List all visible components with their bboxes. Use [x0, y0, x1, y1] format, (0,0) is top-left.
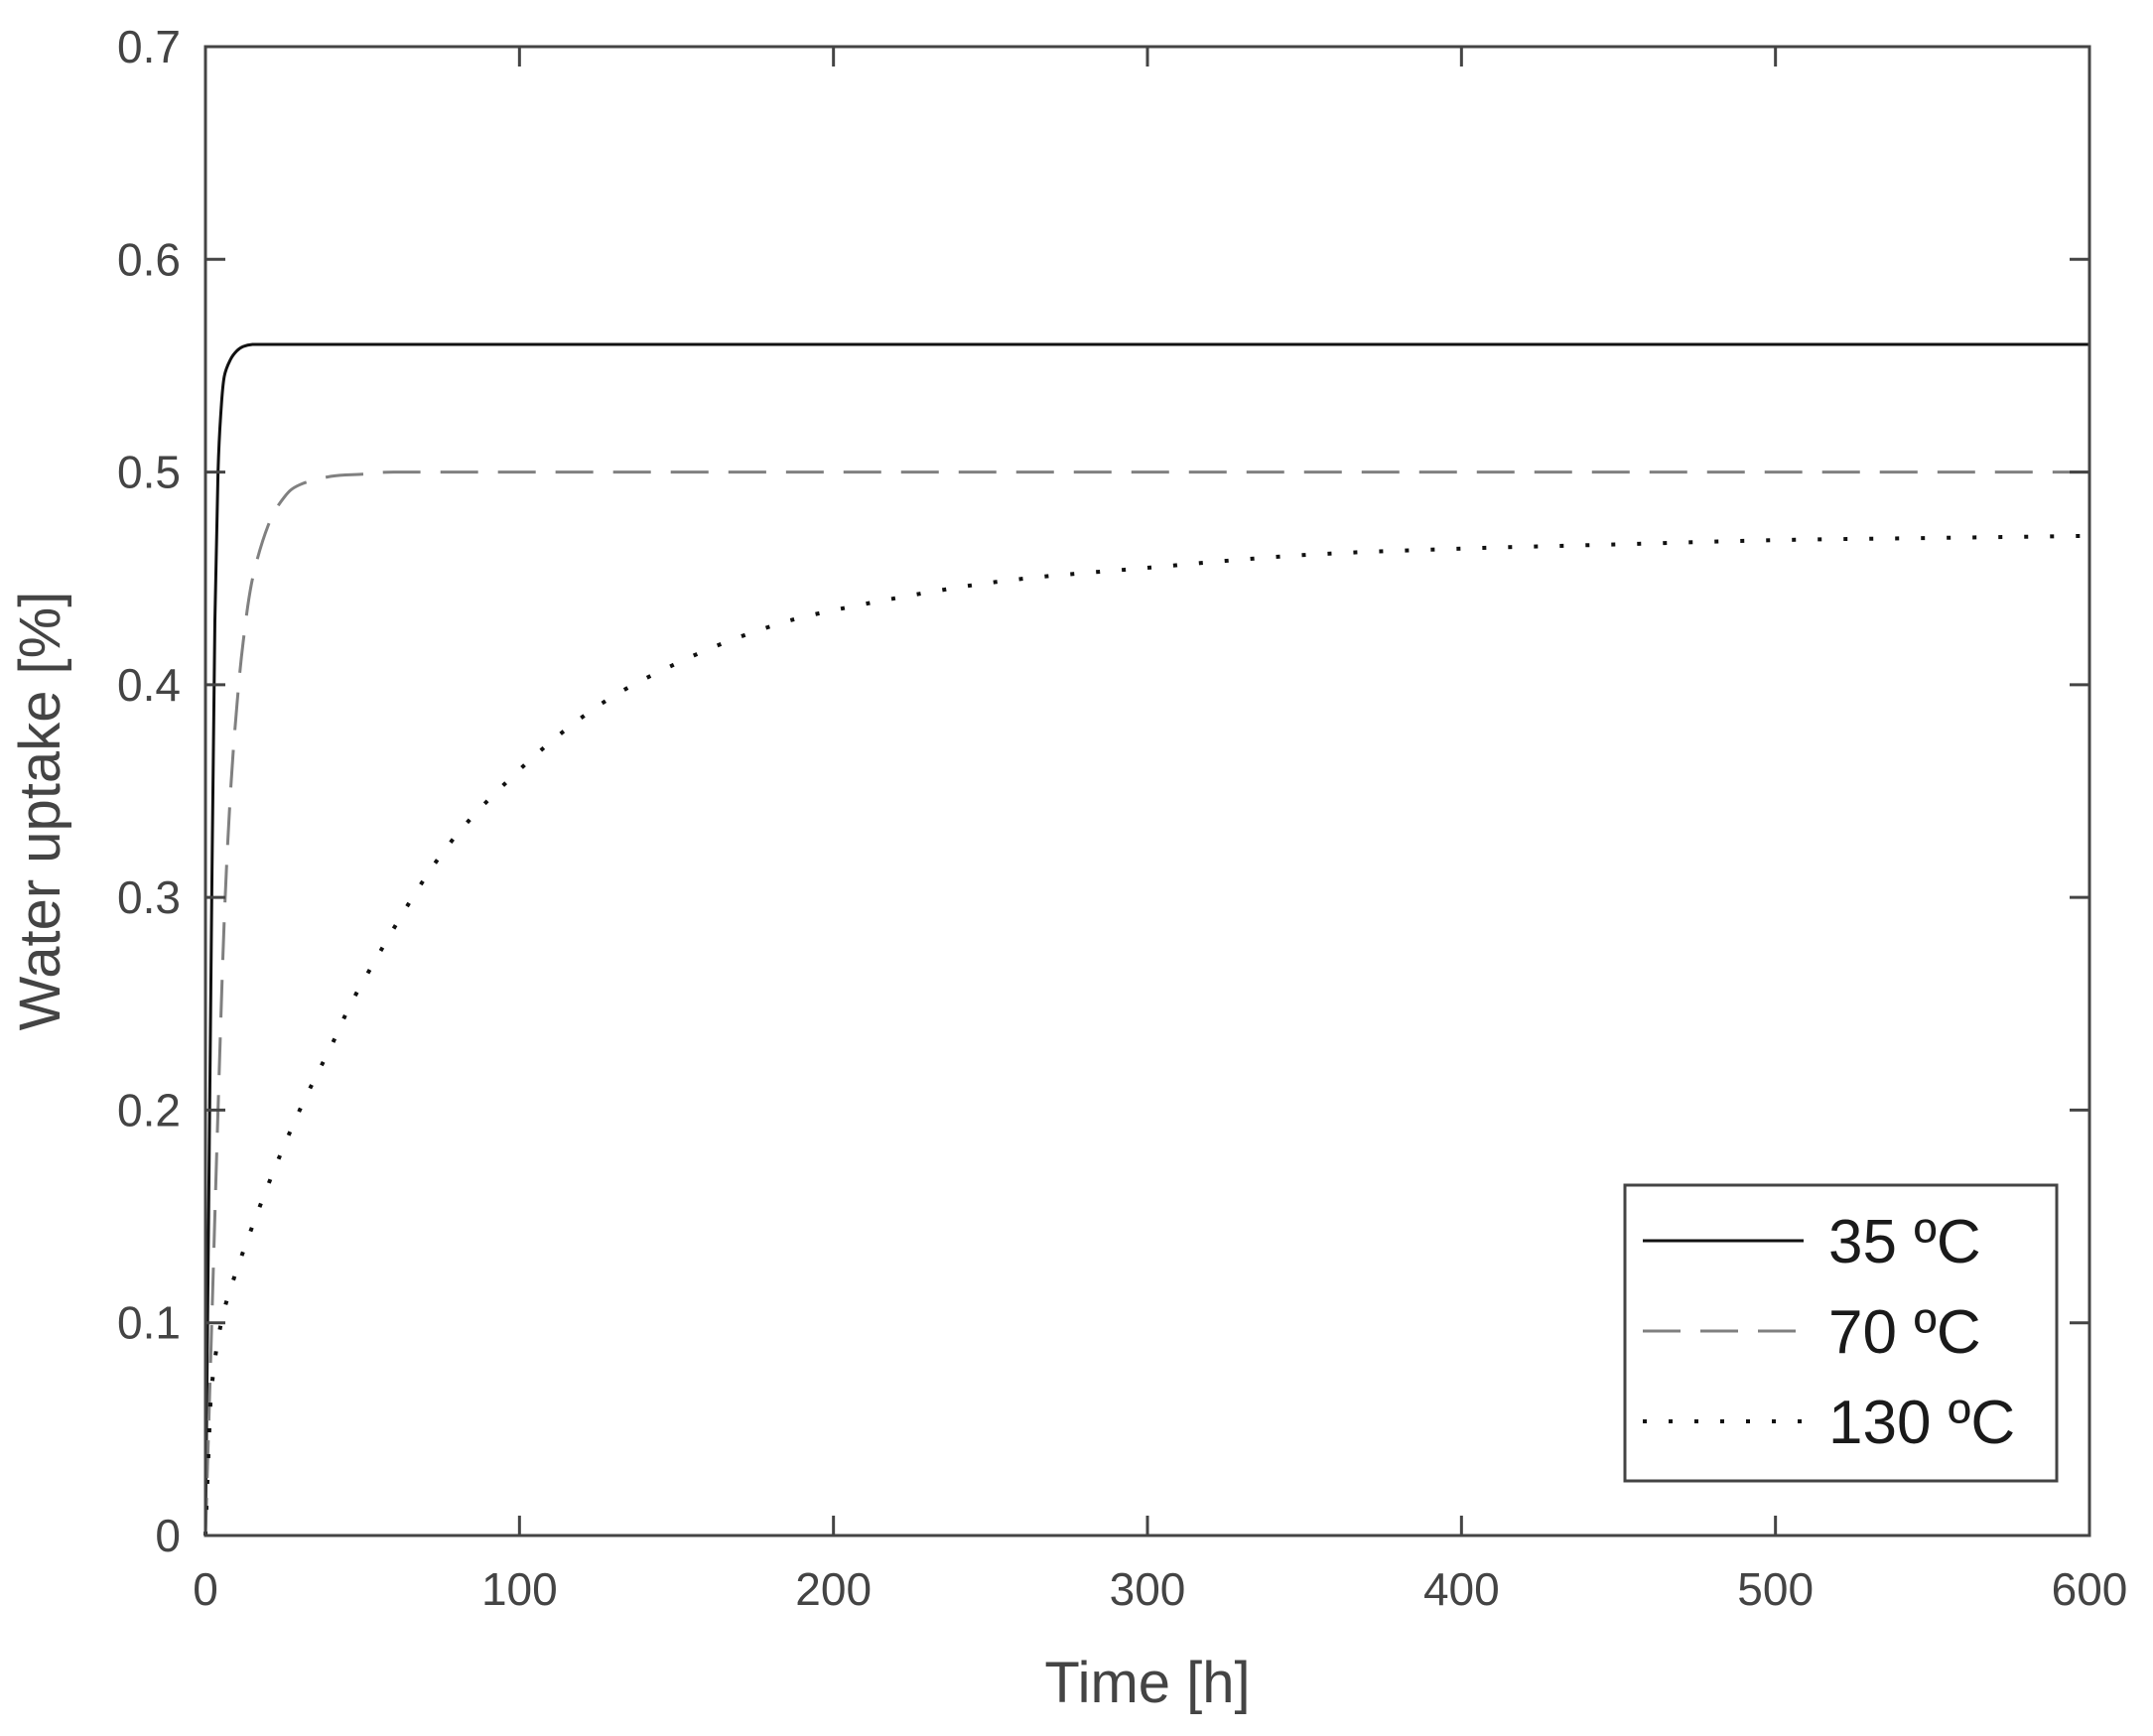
- x-tick-label: 300: [1110, 1563, 1186, 1615]
- x-tick-label: 0: [193, 1563, 218, 1615]
- series-layer: [203, 342, 2090, 1536]
- y-tick-label: 0.1: [117, 1297, 181, 1349]
- x-tick-label: 200: [795, 1563, 872, 1615]
- legend-box: [1623, 1183, 2059, 1483]
- y-tick-label: 0: [155, 1510, 181, 1561]
- x-tick-label: 100: [481, 1563, 558, 1615]
- y-axis-label: Water uptake [%]: [8, 592, 72, 1031]
- y-tick-label: 0.4: [117, 659, 181, 711]
- x-axis-label: Time [h]: [1044, 1651, 1250, 1715]
- y-tick-label: 0.5: [117, 447, 181, 498]
- y-tick-label: 0.2: [117, 1084, 181, 1135]
- ticks-layer: 0 100 200 300 400 500 600 0 0.1 0.2 0.3 0.4 0.5 0.6 0.…: [117, 21, 2127, 1615]
- x-tick-label: 500: [1737, 1563, 1814, 1615]
- x-tick-label: 600: [2052, 1563, 2128, 1615]
- y-tick-label: 0.7: [117, 21, 181, 72]
- series-line-1: [203, 470, 2089, 1536]
- y-tick-label: 0.3: [117, 871, 181, 923]
- legend: 35 ºC 70 ºC 130 ºC: [1623, 1183, 2059, 1483]
- x-tick-label: 400: [1423, 1563, 1500, 1615]
- legend-label: 35 ºC: [1828, 1208, 1981, 1276]
- y-tick-label: 0.6: [117, 233, 181, 285]
- legend-label: 130 ºC: [1828, 1389, 2015, 1457]
- legend-label: 70 ºC: [1828, 1298, 1981, 1367]
- series-line-0: [203, 342, 2089, 1536]
